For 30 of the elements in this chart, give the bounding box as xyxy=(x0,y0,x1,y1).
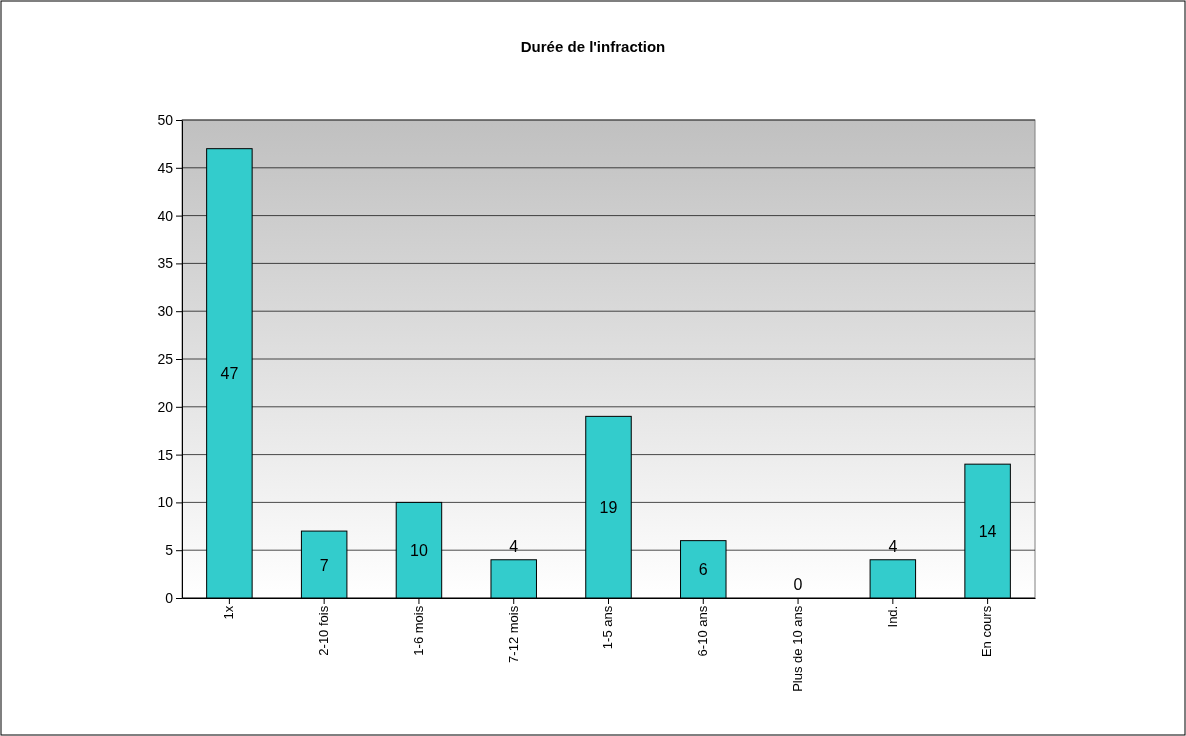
x-tick-label: En cours xyxy=(979,605,995,658)
x-tick-label: 2-10 fois xyxy=(315,605,331,656)
y-tick-label: 10 xyxy=(157,494,174,511)
y-tick-label: 0 xyxy=(165,589,174,606)
y-tick-label: 5 xyxy=(165,542,174,559)
data-label: 19 xyxy=(599,499,618,517)
chart-title: Durée de l'infraction xyxy=(520,38,666,55)
x-tick-label: 6-10 ans xyxy=(695,605,711,657)
data-label: 4 xyxy=(888,537,898,555)
y-tick-label: 30 xyxy=(157,303,174,320)
y-tick-label: 15 xyxy=(157,446,174,463)
data-label: 0 xyxy=(793,576,803,593)
x-tick-label: 1-6 mois xyxy=(410,605,426,656)
y-tick-label: 25 xyxy=(157,350,174,367)
y-tick-label: 40 xyxy=(157,207,174,224)
x-tick-label: 7-12 mois xyxy=(505,605,521,663)
data-label: 7 xyxy=(319,556,329,574)
data-label: 4 xyxy=(509,537,519,555)
data-label: 14 xyxy=(978,523,997,541)
data-label: 10 xyxy=(410,542,428,560)
x-tick-label: Ind. xyxy=(884,605,900,628)
x-tick-label: Plus de 10 ans xyxy=(789,605,805,692)
data-label: 47 xyxy=(220,365,239,383)
data-label: 6 xyxy=(698,561,708,579)
y-tick-label: 45 xyxy=(157,159,174,176)
x-tick-label: 1-5 ans xyxy=(600,605,616,650)
x-tick-label: 1x xyxy=(221,605,237,620)
y-tick-label: 35 xyxy=(157,255,174,272)
y-tick-label: 50 xyxy=(157,111,174,128)
y-tick-label: 20 xyxy=(157,398,174,415)
